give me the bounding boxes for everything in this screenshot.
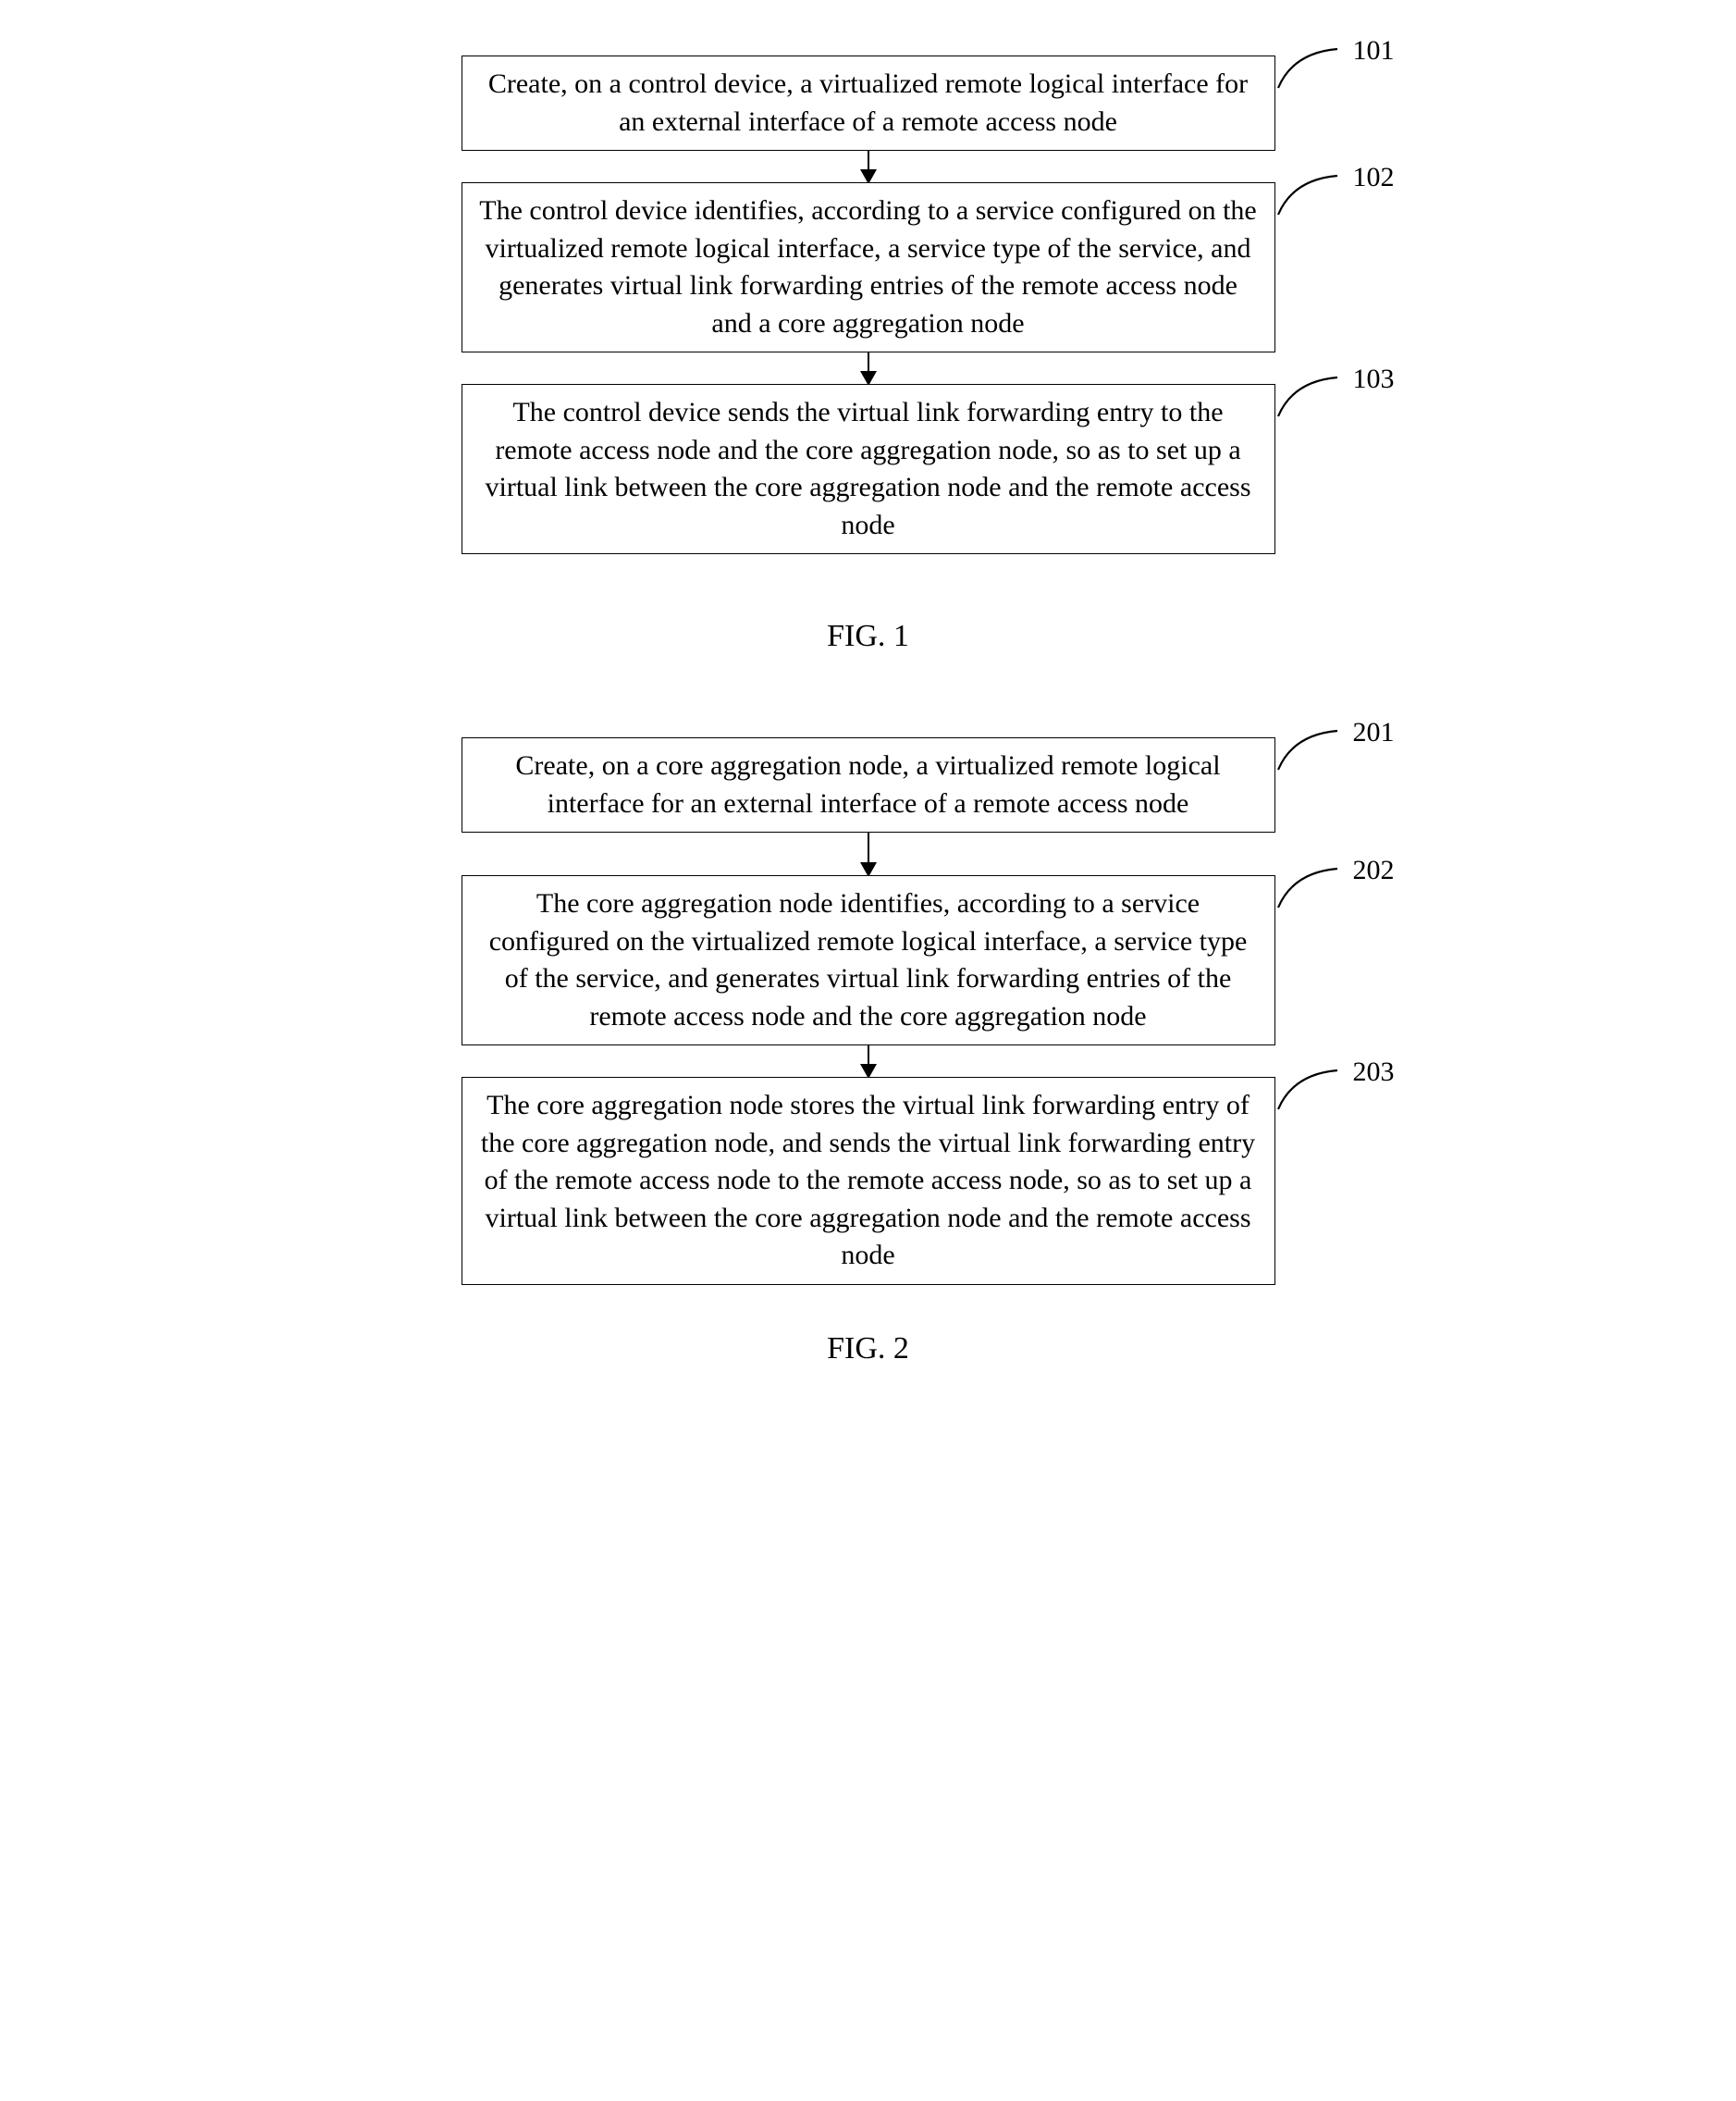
step-label: 101 (1353, 32, 1395, 70)
arrow-down-icon (868, 1045, 869, 1077)
flow-box-101: Create, on a control device, a virtualiz… (462, 56, 1275, 151)
leader-curve-icon (1276, 374, 1341, 420)
flow-box-text: The core aggregation node identifies, ac… (489, 888, 1248, 1032)
figure-2: Create, on a core aggregation node, a vi… (74, 737, 1662, 1366)
flow-box-text: The control device identifies, according… (479, 195, 1257, 339)
figure-caption: FIG. 2 (827, 1331, 909, 1366)
flow-box-text: The core aggregation node stores the vir… (481, 1090, 1255, 1270)
flow-box-text: Create, on a control device, a virtualiz… (488, 68, 1248, 137)
figure-caption: FIG. 1 (827, 619, 909, 654)
step-label: 203 (1353, 1054, 1395, 1092)
leader-curve-icon (1276, 45, 1341, 92)
flow-box-203: The core aggregation node stores the vir… (462, 1077, 1275, 1285)
arrow-down-icon (868, 833, 869, 875)
leader-curve-icon (1276, 172, 1341, 218)
step-label: 102 (1353, 159, 1395, 197)
leader-curve-icon (1276, 727, 1341, 773)
step-label: 103 (1353, 361, 1395, 399)
arrow-down-icon (868, 352, 869, 384)
step-label: 201 (1353, 714, 1395, 752)
arrow-down-icon (868, 151, 869, 182)
flow-box-text: Create, on a core aggregation node, a vi… (515, 750, 1220, 819)
flow-box-201: Create, on a core aggregation node, a vi… (462, 737, 1275, 833)
figure-1: Create, on a control device, a virtualiz… (74, 56, 1662, 654)
leader-curve-icon (1276, 1067, 1341, 1113)
flow-box-102: The control device identifies, according… (462, 182, 1275, 352)
flow-box-202: The core aggregation node identifies, ac… (462, 875, 1275, 1045)
flow-box-text: The control device sends the virtual lin… (486, 397, 1251, 540)
step-label: 202 (1353, 852, 1395, 890)
leader-curve-icon (1276, 865, 1341, 911)
flow-box-103: The control device sends the virtual lin… (462, 384, 1275, 554)
